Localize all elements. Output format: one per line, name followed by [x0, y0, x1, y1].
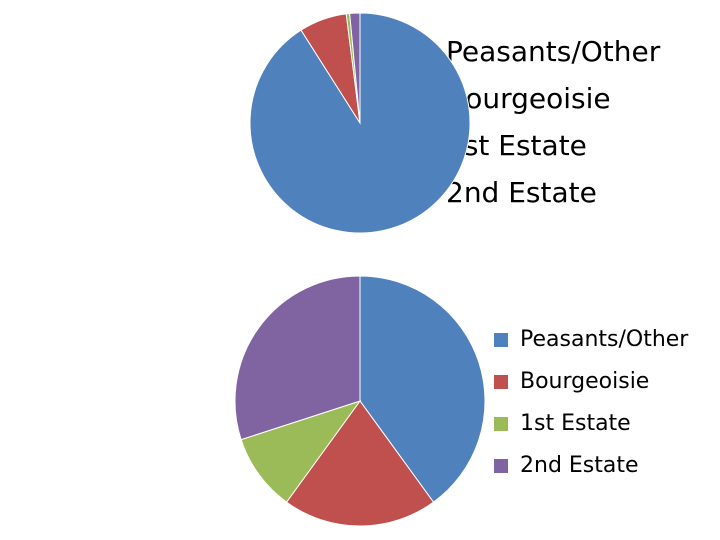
- legend-label: Peasants/Other: [446, 35, 661, 68]
- pie-slice: [234, 275, 361, 441]
- legend-swatch: [494, 375, 508, 389]
- legend-swatch: [494, 417, 508, 431]
- legend-label: Bourgeoisie: [520, 369, 649, 394]
- legend-label: Peasants/Other: [520, 327, 689, 352]
- legend-label: 1st Estate: [520, 411, 631, 436]
- legend-swatch: [494, 459, 508, 473]
- legend-swatch: [494, 333, 508, 347]
- pie-slice: [349, 12, 361, 124]
- pie-slice: [359, 275, 486, 503]
- legend-label: Bourgeoisie: [446, 82, 611, 115]
- legend-label: 2nd Estate: [520, 453, 639, 478]
- legend-label: 2nd Estate: [446, 176, 597, 209]
- pie-slice: [240, 400, 362, 503]
- pie-slice: [285, 400, 435, 527]
